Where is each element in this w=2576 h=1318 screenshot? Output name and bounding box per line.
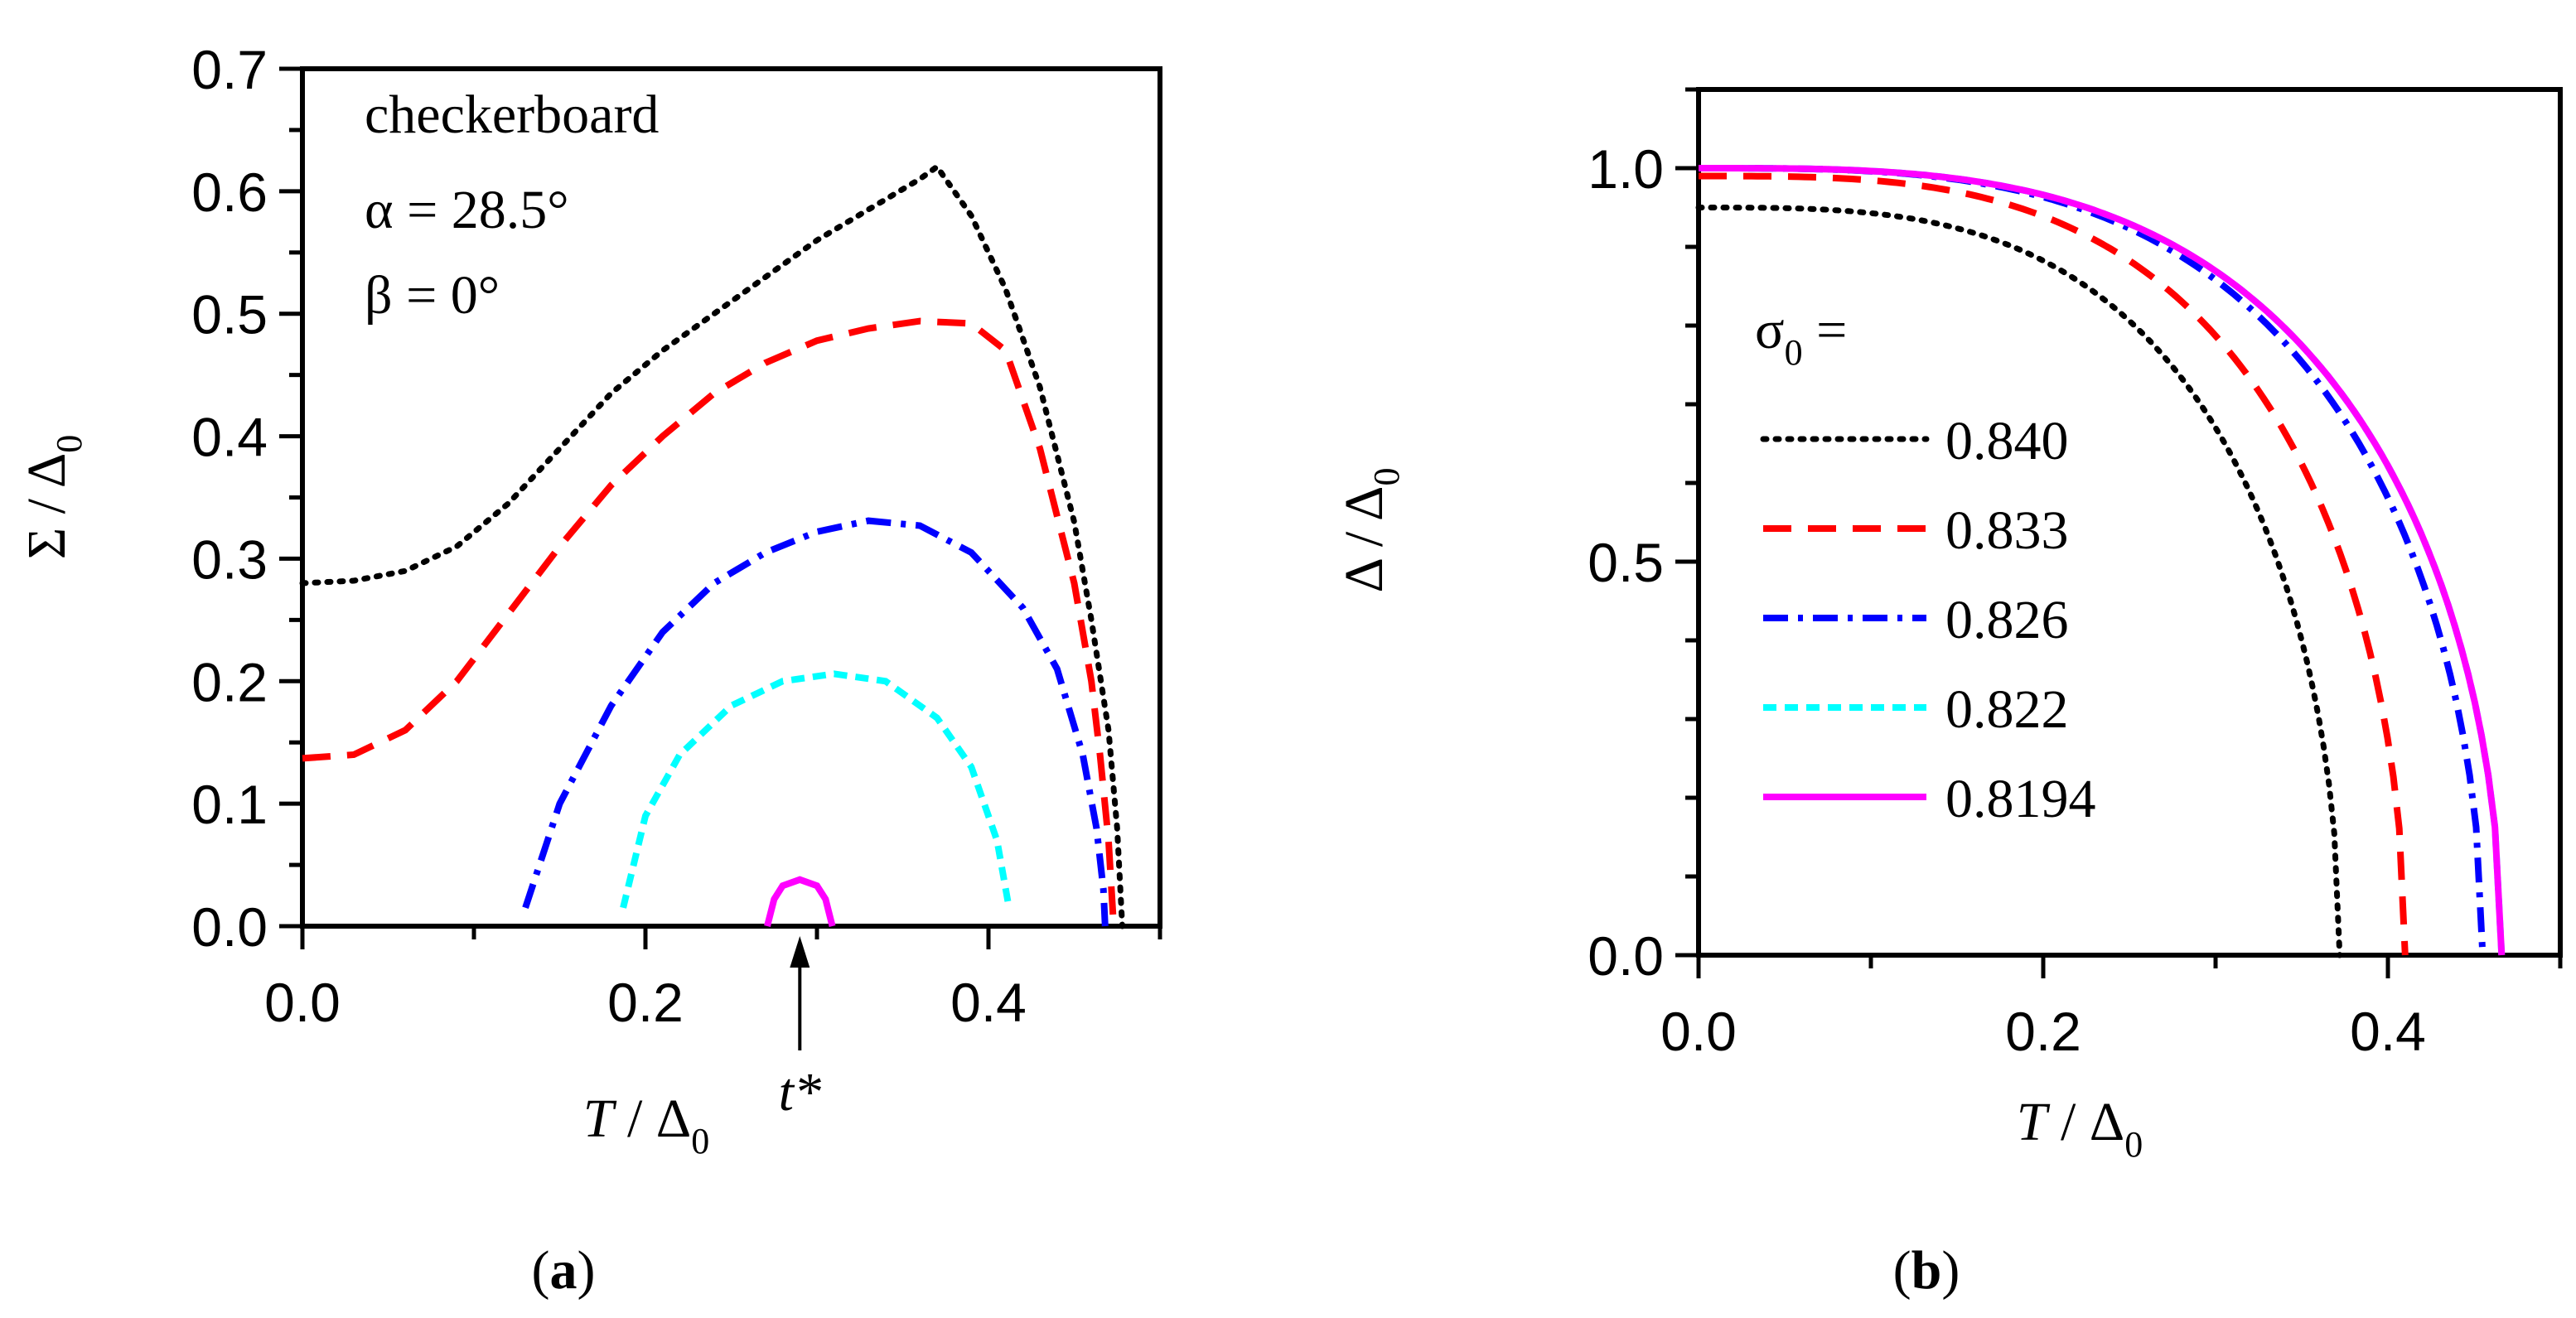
- y-tick-label: 0.1: [191, 774, 268, 835]
- panel-b-caption: (b): [1893, 1240, 1960, 1301]
- panel-b-frame: [1696, 87, 2563, 958]
- y-label-a-sub: 0: [49, 435, 89, 453]
- series-line-0.833: [302, 317, 1118, 927]
- panel-a-x-axis-label: T / Δ0: [583, 1089, 710, 1161]
- y-label-b-main: Δ / Δ: [1334, 486, 1394, 593]
- legend-label-0.833: 0.833: [1945, 500, 2069, 561]
- y-tick-label: 0.6: [191, 162, 268, 223]
- series-line-0.826: [1699, 165, 2487, 956]
- panel-a-ticks: 0.0 0.2 0.4 0.0 0.1 0.2 0.3 0.4 0.5 0.6 0.7: [191, 39, 1162, 1033]
- panel-a-y-axis-label: Σ / Δ0: [17, 435, 89, 560]
- legend-label-0.826: 0.826: [1945, 590, 2069, 650]
- panel-a-caption-open: (: [532, 1240, 550, 1301]
- x-tick-label: 0.0: [264, 972, 341, 1033]
- legend-title-main: σ: [1755, 300, 1785, 360]
- panel-b-series-group: [1695, 165, 2506, 958]
- t-star-label: t*: [779, 1062, 821, 1122]
- legend-label-0.822: 0.822: [1945, 679, 2069, 740]
- x-label-a-sub: 0: [691, 1121, 709, 1161]
- y-tick-label: 1.0: [1588, 138, 1664, 200]
- legend-title-sub: 0: [1785, 332, 1803, 373]
- panel-b-y-axis-label: Δ / Δ0: [1334, 468, 1407, 593]
- panel-a-annotations: checkerboard α = 28.5° β = 0° t*: [365, 84, 821, 1122]
- y-tick-label: 0.2: [191, 651, 268, 712]
- series-line-0.8194: [764, 876, 836, 927]
- panel-b-legend: σ0 = 0.840 0.833 0.826 0.822 0.8194: [1755, 300, 2096, 829]
- y-tick-label: 0.5: [191, 284, 268, 345]
- t-star-arrow-head: [790, 936, 810, 968]
- y-label-b-sub: 0: [1366, 468, 1407, 486]
- x-label-b-main: T: [2017, 1092, 2051, 1152]
- x-tick-label: 0.2: [607, 972, 684, 1033]
- y-tick-label: 0.7: [191, 39, 268, 100]
- panel-b-x-axis-label: T / Δ0: [2017, 1092, 2143, 1165]
- series-line-0.822: [620, 670, 1013, 909]
- x-label-a-sep: / Δ: [613, 1089, 691, 1149]
- y-tick-label: 0.3: [191, 529, 268, 590]
- x-tick-label: 0.4: [2350, 1001, 2426, 1062]
- legend-label-0.840: 0.840: [1945, 411, 2069, 471]
- annotation-lattice: checkerboard: [365, 84, 659, 145]
- panel-a-caption: (a): [532, 1240, 596, 1301]
- x-tick-label: 0.0: [1660, 1001, 1737, 1062]
- panel-b: 0.0 0.2 0.40.00.51.0 σ0 = 0.8400.8330.8260…: [1334, 87, 2563, 1301]
- y-label-a-main: Σ / Δ: [17, 453, 77, 560]
- series-line-0.826: [522, 517, 1109, 927]
- y-tick-label: 0.0: [191, 896, 268, 958]
- series-line-0.8194: [1699, 165, 2506, 956]
- panel-b-caption-close: ): [1941, 1240, 1960, 1301]
- y-tick-label: 0.0: [1588, 925, 1664, 987]
- annotation-alpha: α = 28.5°: [365, 180, 569, 240]
- panel-b-ticks: 0.0 0.2 0.4 0.0 0.5 1.0: [1588, 87, 2563, 1062]
- panel-b-caption-letter: b: [1911, 1240, 1942, 1301]
- panel-a-caption-letter: a: [550, 1240, 578, 1301]
- legend-title: σ0 =: [1755, 300, 1847, 373]
- series-line-0.840: [299, 162, 1125, 929]
- x-label-b-sub: 0: [2124, 1124, 2143, 1165]
- legend-title-suffix: =: [1803, 300, 1848, 360]
- series-line-0.840: [1695, 205, 2343, 958]
- x-label-a-main: T: [583, 1089, 617, 1149]
- y-tick-label: 0.5: [1588, 532, 1664, 593]
- series-line-0.822: [1699, 165, 2506, 956]
- y-tick-label: 0.4: [191, 407, 268, 468]
- x-tick-label: 0.2: [2005, 1001, 2081, 1062]
- panel-a-series-group: [299, 162, 1125, 929]
- legend-label-0.8194: 0.8194: [1945, 769, 2096, 829]
- panel-b-caption-open: (: [1893, 1240, 1911, 1301]
- panel-a-caption-close: ): [578, 1240, 596, 1301]
- x-label-b-sep: / Δ: [2047, 1092, 2124, 1152]
- series-line-0.833: [1699, 172, 2409, 956]
- annotation-beta: β = 0°: [365, 265, 500, 326]
- x-tick-label: 0.4: [950, 972, 1027, 1033]
- panel-a: 0.0 0.2 0.4 0.0 0.1 0.2 0.3 0.4 0.5 0.6 0.7 checke…: [17, 39, 1162, 1301]
